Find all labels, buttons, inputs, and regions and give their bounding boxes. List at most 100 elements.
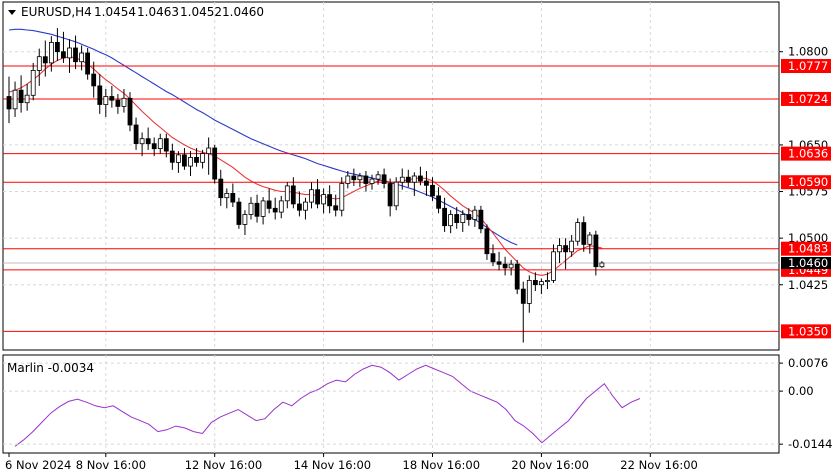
- candle: [73, 35, 78, 70]
- candle: [79, 45, 84, 71]
- candle: [436, 187, 442, 214]
- candle: [109, 85, 115, 108]
- x-tick-label: 14 Nov 16:00: [294, 458, 372, 472]
- candle-body-bull: [448, 214, 454, 227]
- level-price-box: [781, 59, 831, 74]
- candle-body-bull: [49, 42, 54, 64]
- candle-body-bull: [539, 281, 544, 286]
- candle: [139, 132, 145, 157]
- candle: [278, 195, 284, 219]
- candle: [423, 171, 429, 196]
- candle-body-bull: [460, 214, 466, 224]
- candle: [133, 117, 139, 150]
- candle: [454, 207, 460, 229]
- candle-body-bear: [6, 96, 12, 110]
- candle: [224, 188, 230, 209]
- candle-body-bear: [442, 207, 448, 227]
- candle-body-bear: [296, 203, 302, 211]
- candle: [581, 216, 587, 252]
- candle-body-bear: [254, 202, 260, 217]
- candle: [218, 169, 224, 206]
- candle: [6, 76, 12, 124]
- candle-body-bear: [423, 180, 429, 186]
- current-price-label: 1.0460: [788, 256, 828, 270]
- candle: [369, 174, 375, 190]
- level-price-box: [781, 241, 831, 256]
- candle-body-bull: [36, 56, 42, 71]
- candle: [175, 151, 181, 173]
- candle-body-bear: [520, 288, 526, 304]
- ohlc-high: 1.0463: [137, 5, 179, 19]
- candle-body-bear: [151, 143, 157, 150]
- candle: [169, 143, 175, 170]
- candle-body-bull: [157, 138, 163, 149]
- ohlc-low: 1.0452: [180, 5, 222, 19]
- candle: [242, 210, 248, 236]
- candle-body-bull: [121, 97, 127, 107]
- candle-body-bull: [242, 214, 248, 225]
- candle-body-bear: [73, 47, 78, 63]
- candle-body-bull: [139, 138, 145, 145]
- candle: [381, 168, 387, 189]
- dropdown-arrow-icon[interactable]: [8, 10, 16, 15]
- candle-body-bear: [236, 201, 242, 225]
- candle-body-bear: [194, 156, 199, 163]
- candle: [206, 137, 212, 175]
- candle: [387, 178, 393, 217]
- candle-body-bear: [115, 99, 121, 107]
- candle: [321, 188, 327, 214]
- level-price-box: [781, 175, 831, 190]
- candle: [12, 81, 18, 117]
- candle: [30, 62, 36, 101]
- candle: [442, 197, 448, 232]
- candle-body-bear: [315, 189, 321, 205]
- candle: [91, 61, 97, 98]
- ohlc-close: 1.0460: [222, 5, 264, 19]
- candle-body-bull: [175, 154, 181, 163]
- candle: [18, 75, 24, 113]
- candle-body-bear: [266, 200, 272, 209]
- candle-body-bull: [260, 200, 266, 217]
- candle: [24, 84, 30, 111]
- candle-body-bear: [109, 96, 115, 101]
- indicator-layer: 0.0076 0.00 -0.0144: [3, 356, 832, 451]
- candle: [254, 194, 260, 223]
- candle: [127, 92, 133, 132]
- candle: [188, 151, 193, 176]
- ma-fast-line: [8, 56, 603, 276]
- candle: [290, 177, 296, 209]
- candle: [490, 244, 496, 267]
- candle: [569, 235, 574, 257]
- candle: [593, 230, 599, 276]
- candle-body-bear: [363, 175, 369, 184]
- candle: [302, 197, 308, 220]
- candle-body-bull: [224, 192, 230, 199]
- candle-body-bull: [545, 279, 550, 282]
- candle-body-bear: [127, 97, 133, 126]
- candle: [157, 133, 163, 154]
- candle-body-bear: [454, 214, 460, 224]
- candle-body-bull: [357, 175, 363, 181]
- candle-body-bull: [302, 201, 308, 211]
- candle-body-bear: [502, 263, 508, 269]
- candle-body-bear: [18, 89, 24, 103]
- level-price-label: 1.0777: [788, 59, 828, 73]
- candle: [115, 93, 121, 114]
- candle-body-bear: [436, 195, 442, 209]
- candle: [284, 182, 290, 209]
- candle: [508, 259, 514, 276]
- candle: [539, 278, 544, 295]
- candle-body-bear: [484, 228, 490, 255]
- candle-body-bear: [327, 194, 333, 207]
- candle-body-bull: [375, 174, 381, 180]
- candle-body-bull: [30, 70, 36, 96]
- candle: [502, 256, 508, 276]
- candle-body-bull: [339, 183, 345, 211]
- indicator-panel-frame: [2, 354, 780, 454]
- current-price-box: [781, 257, 831, 269]
- candle-body-bear: [218, 178, 224, 199]
- candle-body-bear: [381, 174, 387, 184]
- candle-body-bear: [514, 263, 520, 290]
- candle: [272, 197, 278, 220]
